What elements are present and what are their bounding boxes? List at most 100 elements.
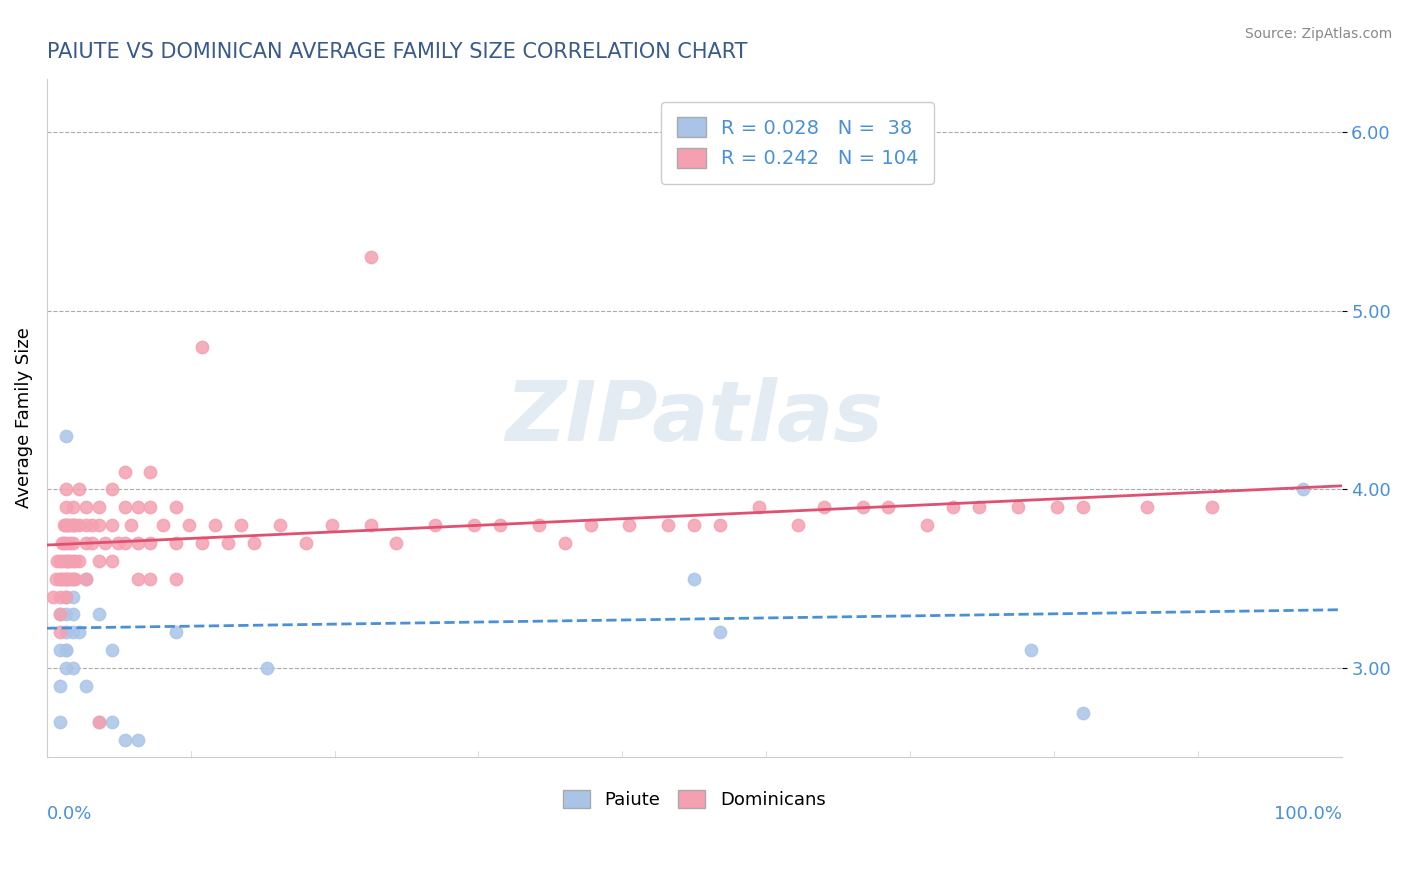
Point: [55, 625, 77, 640]
Point: [87, 714, 110, 729]
Point: [49, 590, 72, 604]
Point: [56, 518, 79, 533]
Point: [269, 518, 291, 533]
Point: [51, 554, 73, 568]
Point: [55, 590, 77, 604]
Point: [49, 572, 72, 586]
Point: [59, 536, 82, 550]
Point: [152, 518, 174, 533]
Point: [55, 483, 77, 497]
Point: [59, 518, 82, 533]
Point: [107, 536, 129, 550]
Point: [49, 554, 72, 568]
Point: [114, 465, 136, 479]
Point: [55, 607, 77, 622]
Point: [62, 536, 84, 550]
Point: [100, 714, 122, 729]
Point: [67, 625, 90, 640]
Point: [67, 554, 90, 568]
Point: [489, 518, 512, 533]
Point: [55, 643, 77, 657]
Point: [114, 536, 136, 550]
Point: [62, 590, 84, 604]
Point: [425, 518, 447, 533]
Text: ZIPatlas: ZIPatlas: [505, 377, 883, 458]
Point: [52, 572, 75, 586]
Point: [1292, 483, 1315, 497]
Point: [165, 500, 187, 515]
Point: [256, 661, 278, 675]
Point: [360, 518, 382, 533]
Point: [967, 500, 990, 515]
Point: [527, 518, 550, 533]
Point: [62, 554, 84, 568]
Point: [139, 465, 162, 479]
Point: [55, 554, 77, 568]
Point: [813, 500, 835, 515]
Point: [55, 518, 77, 533]
Point: [42, 590, 65, 604]
Point: [1007, 500, 1029, 515]
Point: [55, 572, 77, 586]
Point: [295, 536, 318, 550]
Point: [49, 679, 72, 693]
Text: 0.0%: 0.0%: [46, 805, 93, 823]
Legend: Paiute, Dominicans: Paiute, Dominicans: [555, 782, 832, 816]
Point: [165, 572, 187, 586]
Point: [56, 572, 79, 586]
Point: [65, 554, 87, 568]
Point: [75, 679, 97, 693]
Point: [204, 518, 226, 533]
Point: [55, 643, 77, 657]
Point: [1019, 643, 1042, 657]
Point: [75, 500, 97, 515]
Point: [579, 518, 602, 533]
Point: [49, 607, 72, 622]
Point: [49, 572, 72, 586]
Point: [229, 518, 252, 533]
Point: [619, 518, 641, 533]
Point: [463, 518, 485, 533]
Y-axis label: Average Family Size: Average Family Size: [15, 327, 32, 508]
Point: [62, 518, 84, 533]
Point: [179, 518, 201, 533]
Point: [683, 572, 706, 586]
Point: [46, 554, 69, 568]
Point: [45, 572, 67, 586]
Point: [62, 661, 84, 675]
Point: [243, 536, 266, 550]
Point: [62, 625, 84, 640]
Point: [75, 572, 97, 586]
Point: [114, 732, 136, 747]
Point: [748, 500, 770, 515]
Text: 100.0%: 100.0%: [1274, 805, 1341, 823]
Point: [49, 625, 72, 640]
Point: [877, 500, 900, 515]
Point: [851, 500, 873, 515]
Point: [49, 714, 72, 729]
Point: [191, 340, 214, 354]
Text: PAIUTE VS DOMINICAN AVERAGE FAMILY SIZE CORRELATION CHART: PAIUTE VS DOMINICAN AVERAGE FAMILY SIZE …: [46, 42, 748, 62]
Point: [915, 518, 938, 533]
Point: [127, 732, 149, 747]
Text: Source: ZipAtlas.com: Source: ZipAtlas.com: [1244, 27, 1392, 41]
Point: [87, 500, 110, 515]
Point: [55, 590, 77, 604]
Point: [127, 500, 149, 515]
Point: [87, 714, 110, 729]
Point: [942, 500, 965, 515]
Point: [100, 643, 122, 657]
Point: [75, 518, 97, 533]
Point: [683, 518, 706, 533]
Point: [55, 500, 77, 515]
Point: [100, 518, 122, 533]
Point: [139, 500, 162, 515]
Point: [87, 554, 110, 568]
Point: [52, 518, 75, 533]
Point: [1046, 500, 1069, 515]
Point: [82, 536, 104, 550]
Point: [87, 607, 110, 622]
Point: [87, 518, 110, 533]
Point: [120, 518, 142, 533]
Point: [65, 572, 87, 586]
